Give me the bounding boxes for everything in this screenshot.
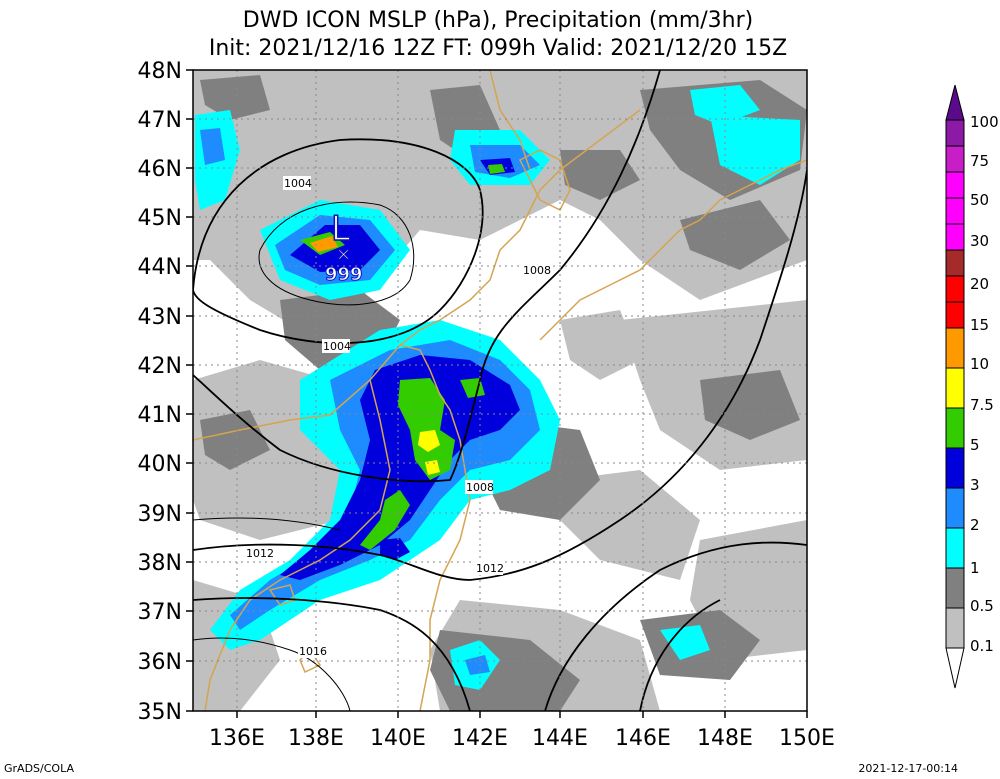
coastlines	[193, 70, 807, 711]
isobar-label-1004-north: 1004	[284, 177, 312, 190]
lat-label: 35N	[138, 700, 182, 725]
lat-label: 47N	[138, 108, 182, 133]
isobars-thin	[193, 201, 415, 711]
isobar-label-1012-west: 1012	[246, 547, 274, 560]
low-symbol: L	[331, 209, 350, 249]
lon-label: 140E	[370, 726, 426, 751]
isobars	[193, 70, 807, 711]
precip-orange	[310, 236, 338, 252]
map-title: DWD ICON MSLP (hPa), Precipitation (mm/3…	[242, 8, 754, 33]
map-frame	[192, 69, 808, 712]
low-center-marker: ×	[336, 244, 351, 265]
lat-label: 48N	[138, 59, 182, 84]
lat-label: 45N	[138, 206, 182, 231]
colorbar-label: 0.5	[970, 597, 994, 615]
lat-label: 36N	[138, 650, 182, 675]
isobar-label-1008-south: 1008	[466, 481, 494, 494]
lat-label: 38N	[138, 551, 182, 576]
colorbar-label: 50	[970, 191, 989, 209]
colorbar-label: 2	[970, 516, 980, 534]
colorbar-bottom-arrow	[945, 647, 965, 689]
colorbar-label: 7.5	[970, 396, 994, 414]
graticule	[193, 70, 807, 711]
isobar-label-1008-east: 1008	[523, 264, 551, 277]
colorbar-top-arrow	[945, 84, 965, 121]
isobar-label-1004-south: 1004	[323, 340, 351, 353]
lon-label: 142E	[452, 726, 508, 751]
precip-dark-gray	[200, 75, 807, 711]
colorbar	[945, 84, 965, 689]
colorbar-label: 75	[970, 152, 989, 170]
lat-label: 40N	[138, 452, 182, 477]
precip-yellow	[418, 430, 440, 475]
colorbar-label: 3	[970, 476, 980, 494]
colorbar-label: 1	[970, 559, 980, 577]
lat-label: 41N	[138, 403, 182, 428]
colorbar-label: 10	[970, 355, 989, 373]
lat-label: 37N	[138, 600, 182, 625]
lat-label: 43N	[138, 305, 182, 330]
colorbar-label: 20	[970, 275, 989, 293]
lon-label: 136E	[209, 726, 265, 751]
lat-label: 46N	[138, 157, 182, 182]
lon-label: 150E	[779, 726, 835, 751]
colorbar-label: 5	[970, 436, 980, 454]
axis-ticks	[186, 69, 808, 718]
map-subtitle: Init: 2021/12/16 12Z FT: 099h Valid: 202…	[208, 36, 788, 61]
colorbar-label: 15	[970, 316, 989, 334]
lon-label: 146E	[615, 726, 671, 751]
colorbar-label: 0.1	[970, 637, 994, 655]
colorbar-label: 30	[970, 232, 989, 250]
lon-label: 138E	[288, 726, 344, 751]
lat-label: 42N	[138, 354, 182, 379]
lat-label: 39N	[138, 502, 182, 527]
lon-label: 148E	[697, 726, 753, 751]
isobar-label-1012-east: 1012	[476, 562, 504, 575]
lat-label: 44N	[138, 255, 182, 280]
lon-label: 144E	[532, 726, 588, 751]
low-pressure-center: L × 999	[325, 208, 364, 285]
isobar-label-1016: 1016	[299, 645, 327, 658]
footer-timestamp: 2021-12-17-00:14	[858, 762, 958, 775]
footer-credit: GrADS/COLA	[4, 762, 74, 775]
low-pressure-value: 999	[325, 264, 363, 285]
colorbar-label: 100	[970, 113, 999, 131]
precip-green	[300, 164, 505, 550]
